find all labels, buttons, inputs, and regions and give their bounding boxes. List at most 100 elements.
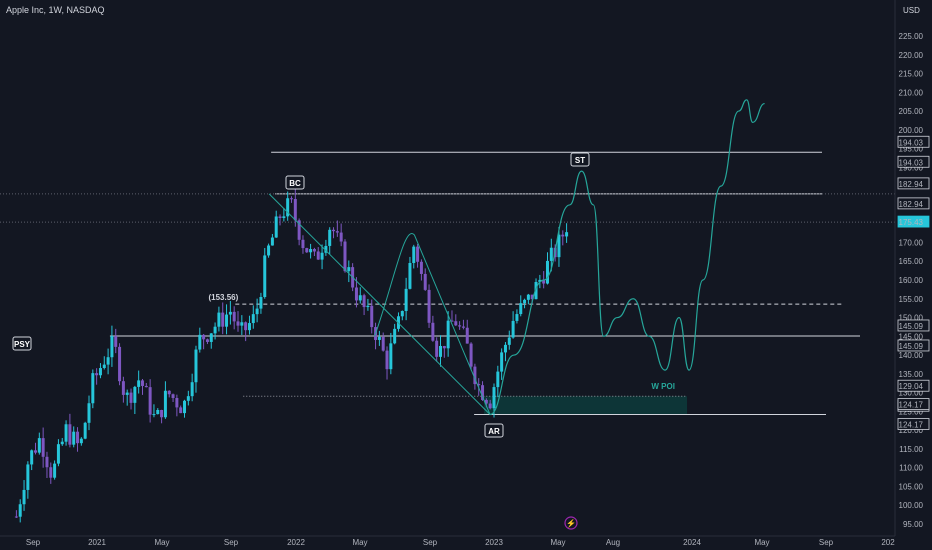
candle-body — [301, 239, 305, 249]
annotation-ar-label: AR — [488, 427, 500, 436]
candle-body — [515, 314, 519, 321]
y-tick-label: 200.00 — [899, 126, 924, 135]
x-tick-label: 2023 — [485, 538, 503, 547]
candle-body — [347, 267, 351, 272]
candle-body — [377, 336, 381, 340]
x-tick-label: Sep — [819, 538, 834, 547]
candle-body — [542, 279, 546, 284]
candle-body — [511, 320, 515, 338]
y-tick-label: 195.00 — [899, 145, 924, 154]
candle-body — [41, 438, 45, 457]
candle-body — [389, 343, 393, 370]
candle-body — [523, 299, 527, 304]
annotation-psy-box[interactable] — [12, 336, 32, 351]
projection-curve — [489, 99, 765, 416]
axis-tag-label: 124.17 — [899, 401, 924, 410]
poi-zone-label: W POI — [651, 382, 675, 391]
candle-body — [565, 232, 569, 237]
candle-body — [270, 237, 274, 246]
candle-body — [446, 320, 450, 349]
axis-tag-label: 124.17 — [899, 421, 924, 430]
candle-body — [278, 216, 282, 218]
candle-body — [492, 387, 496, 409]
candle-body — [56, 444, 60, 464]
candle-body — [194, 349, 198, 383]
candle-body — [358, 295, 362, 301]
candle-body — [167, 390, 171, 395]
candle-body — [439, 345, 443, 357]
candle-body — [259, 297, 263, 309]
projection-swing — [374, 233, 491, 415]
y-tick-label: 95.00 — [903, 520, 924, 529]
candle-body — [179, 407, 183, 414]
y-tick-label: 165.00 — [899, 257, 924, 266]
candle-body — [354, 287, 358, 301]
candle-body — [137, 380, 141, 387]
candle-body — [209, 333, 213, 342]
axis-tag-box — [897, 398, 930, 410]
candle-body — [404, 288, 408, 311]
candle-body — [332, 229, 336, 232]
candle-body — [339, 232, 343, 242]
candle-body — [148, 387, 152, 415]
candle-body — [144, 385, 148, 388]
x-tick-label: Sep — [224, 538, 239, 547]
candle-body — [232, 311, 236, 322]
axis-tag-label: 129.04 — [899, 382, 924, 391]
candle-body — [18, 504, 22, 517]
y-tick-label: 190.00 — [899, 163, 924, 172]
candle-body — [423, 273, 427, 290]
candle-body — [183, 400, 187, 414]
candle-body — [140, 380, 144, 386]
annotation-bc-box[interactable] — [285, 175, 305, 190]
candle-body — [45, 456, 49, 468]
axis-tag-box — [897, 339, 930, 352]
candle-body — [49, 467, 53, 478]
x-tick-label: May — [754, 538, 769, 547]
candle-body — [519, 303, 523, 315]
candle-body — [26, 464, 30, 490]
y-tick-label: 140.00 — [899, 351, 924, 360]
candle-body — [343, 241, 347, 272]
x-tick-label: Sep — [423, 538, 438, 547]
candle-body — [221, 312, 225, 327]
candle-body — [335, 231, 339, 233]
y-tick-label: 160.00 — [899, 276, 924, 285]
candle-body — [213, 326, 217, 334]
candle-body — [22, 489, 26, 505]
candle-body — [91, 373, 95, 404]
y-tick-label: 150.00 — [899, 314, 924, 323]
candle-body — [362, 295, 366, 308]
y-tick-label: 215.00 — [899, 70, 924, 79]
x-tick-label: 2024 — [683, 538, 701, 547]
x-tick-label: Aug — [606, 538, 620, 547]
candle-body — [202, 334, 206, 340]
candle-body — [251, 314, 255, 324]
candle-body — [263, 255, 267, 298]
candle-body — [503, 344, 507, 353]
axis-tag-box — [897, 177, 930, 190]
candle-body — [385, 350, 389, 370]
annotation-st-label: ST — [575, 156, 585, 165]
candle-body — [416, 246, 420, 262]
axis-tag-label: 194.03 — [899, 158, 924, 167]
candle-body — [557, 234, 561, 258]
candle-body — [526, 294, 530, 300]
candle-body — [83, 422, 87, 439]
candle-body — [412, 246, 416, 264]
annotation-ar-box[interactable] — [484, 423, 504, 438]
lightning-icon[interactable] — [564, 516, 578, 530]
candle-body — [102, 364, 106, 369]
annotation-st-box[interactable] — [570, 152, 590, 167]
y-tick-label: 155.00 — [899, 295, 924, 304]
candle-body — [393, 328, 397, 344]
candle-body — [435, 340, 439, 357]
y-tick-label: 145.00 — [899, 332, 924, 341]
candle-body — [228, 311, 232, 315]
candle-body — [133, 386, 137, 403]
candle-body — [305, 248, 309, 253]
candle-body — [198, 334, 202, 350]
candle-body — [217, 312, 221, 327]
candle-body — [312, 249, 316, 252]
